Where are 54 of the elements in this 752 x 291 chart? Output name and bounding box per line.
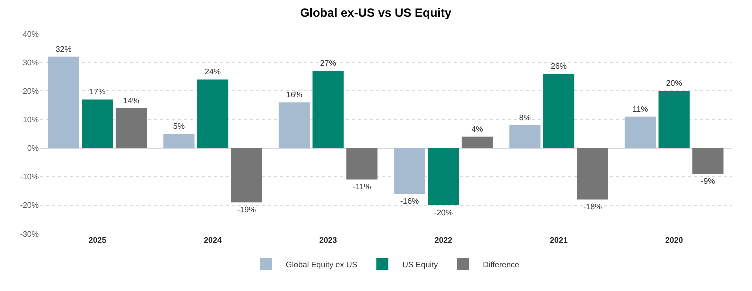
data-label: 20% <box>666 79 682 88</box>
data-label: 26% <box>550 62 568 71</box>
bar <box>164 134 195 148</box>
x-tick-label: 2024 <box>204 236 222 245</box>
bar <box>116 108 148 148</box>
x-tick-label: 2025 <box>88 236 108 245</box>
data-label: 16% <box>286 90 303 100</box>
data-label: 11% <box>632 104 648 114</box>
bar <box>312 71 344 148</box>
data-label: -16% <box>400 197 420 206</box>
bar <box>346 148 378 180</box>
chart-title: Global ex-US vs US Equity <box>300 6 452 20</box>
data-label: 17% <box>90 88 106 97</box>
x-tick-label: 2022 <box>434 236 454 245</box>
bar <box>428 148 460 206</box>
data-label: 27% <box>320 59 336 68</box>
data-label: -20% <box>434 208 454 218</box>
data-label: 24% <box>204 68 222 77</box>
legend-label: US Equity <box>402 260 438 270</box>
y-tick-label: 10% <box>22 116 39 125</box>
bar <box>462 136 494 148</box>
data-label: 4% <box>472 124 484 134</box>
bar <box>624 116 656 148</box>
data-label: 14% <box>123 96 140 106</box>
x-tick-label: 2021 <box>550 236 568 245</box>
x-tick-label: 2020 <box>665 236 684 245</box>
bar <box>510 125 541 148</box>
data-label: -11% <box>353 182 372 192</box>
y-tick-label: 0% <box>27 144 39 154</box>
x-tick-label: 2023 <box>319 236 338 245</box>
y-tick-label: -30% <box>20 230 39 239</box>
bar <box>278 102 310 148</box>
y-tick-label: -10% <box>20 172 39 182</box>
y-tick-label: -20% <box>20 201 39 210</box>
data-label: -9% <box>701 177 716 186</box>
y-tick-label: 20% <box>22 86 39 96</box>
data-label: 32% <box>56 44 72 54</box>
data-label: -18% <box>583 202 602 212</box>
legend-label: Global Equity ex US <box>286 260 358 270</box>
bar <box>231 148 262 203</box>
data-label: 5% <box>173 122 185 131</box>
bar <box>658 91 690 148</box>
bar <box>82 100 114 148</box>
legend-label: Difference <box>483 260 520 270</box>
bar <box>692 148 724 174</box>
y-tick-label: 40% <box>22 30 39 39</box>
bar <box>543 74 575 148</box>
bar <box>577 148 608 200</box>
bar <box>48 56 80 148</box>
bar <box>197 80 229 148</box>
y-tick-label: 30% <box>22 58 39 68</box>
bar <box>394 148 426 194</box>
data-label: 8% <box>519 113 531 122</box>
data-label: -19% <box>237 206 256 215</box>
